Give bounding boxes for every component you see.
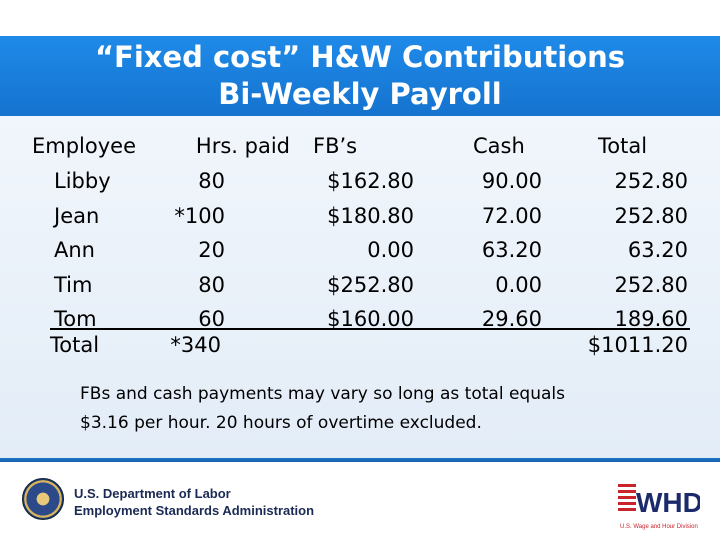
- row-libby-total: 252.80: [614, 169, 688, 193]
- row-tim-hours: 80: [198, 273, 225, 297]
- row-jean-hours: *100: [174, 204, 225, 228]
- row-tim-cash: 0.00: [495, 273, 542, 297]
- header-employee: Employee: [32, 134, 137, 158]
- header-hours-paid: Hrs. paid: [195, 134, 290, 158]
- total-amount: $1011.20: [587, 333, 688, 357]
- row-tim-employee: Tim: [54, 273, 93, 297]
- row-tom-hours: 60: [198, 307, 225, 331]
- row-jean-total: 252.80: [614, 204, 688, 228]
- row-tom-cash: 29.60: [481, 307, 542, 331]
- top-band: [0, 0, 720, 36]
- row-ann-employee: Ann: [54, 238, 95, 262]
- row-libby-cash: 90.00: [481, 169, 542, 193]
- footer-divider: [0, 458, 720, 463]
- footer: [0, 462, 720, 540]
- header-cash: Cash: [473, 134, 525, 158]
- department-line-1: U.S. Department of Labor: [74, 486, 231, 501]
- whd-logo-caption: U.S. Wage and Hour Division: [620, 524, 698, 530]
- row-tim-fbs: $252.80: [327, 273, 414, 297]
- row-jean-cash: 72.00: [481, 204, 542, 228]
- row-ann-fbs: 0.00: [367, 238, 414, 262]
- row-tom-total: 189.60: [614, 307, 688, 331]
- footnote-line-1: FBs and cash payments may vary so long a…: [80, 384, 565, 404]
- title-line-2: Bi-Weekly Payroll: [218, 77, 502, 111]
- row-tim-total: 252.80: [614, 273, 688, 297]
- row-libby-fbs: $162.80: [327, 169, 414, 193]
- total-hours: *340: [170, 333, 221, 357]
- row-libby-hours: 80: [198, 169, 225, 193]
- row-libby-employee: Libby: [54, 169, 111, 193]
- flag-stripes-icon: [618, 484, 636, 511]
- footnote: FBs and cash payments may vary so long a…: [80, 380, 680, 438]
- whd-logo-text: WHD: [636, 487, 700, 518]
- row-tom-fbs: $160.00: [327, 307, 414, 331]
- row-ann-cash: 63.20: [481, 238, 542, 262]
- dol-seal-icon: [22, 478, 64, 520]
- title-line-1: “Fixed cost” H&W Contributions: [94, 40, 626, 74]
- whd-logo: WHD U.S. Wage and Hour Division: [618, 484, 700, 530]
- row-tom-employee: Tom: [54, 307, 97, 331]
- total-label: Total: [50, 333, 100, 357]
- footnote-line-2: $3.16 per hour. 20 hours of overtime exc…: [80, 413, 482, 433]
- row-ann-total: 63.20: [627, 238, 688, 262]
- department-line-2: Employment Standards Administration: [74, 503, 315, 518]
- department-name: U.S. Department of Labor Employment Stan…: [74, 485, 314, 519]
- row-jean-fbs: $180.80: [327, 204, 414, 228]
- sum-line: [50, 328, 690, 330]
- header-total: Total: [598, 134, 648, 158]
- row-jean-employee: Jean: [54, 204, 100, 228]
- header-fbs: FB’s: [313, 134, 358, 158]
- slide-title: “Fixed cost” H&W Contributions Bi-Weekly…: [0, 36, 720, 116]
- row-ann-hours: 20: [198, 238, 225, 262]
